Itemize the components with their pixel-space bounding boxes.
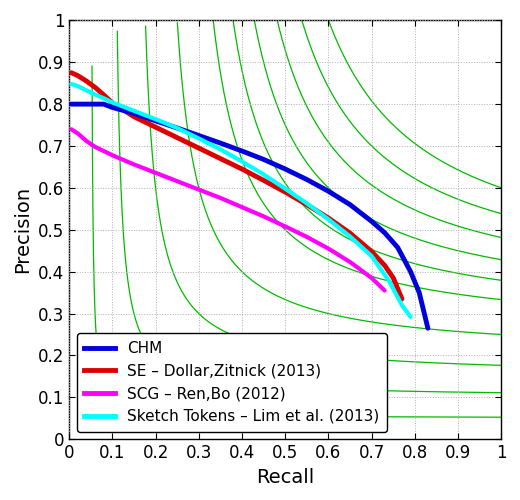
- X-axis label: Recall: Recall: [256, 468, 315, 486]
- Y-axis label: Precision: Precision: [14, 186, 32, 274]
- Legend: CHM, SE – Dollar,Zitnick (2013), SCG – Ren,Bo (2012), Sketch Tokens – Lim et al.: CHM, SE – Dollar,Zitnick (2013), SCG – R…: [77, 334, 387, 432]
